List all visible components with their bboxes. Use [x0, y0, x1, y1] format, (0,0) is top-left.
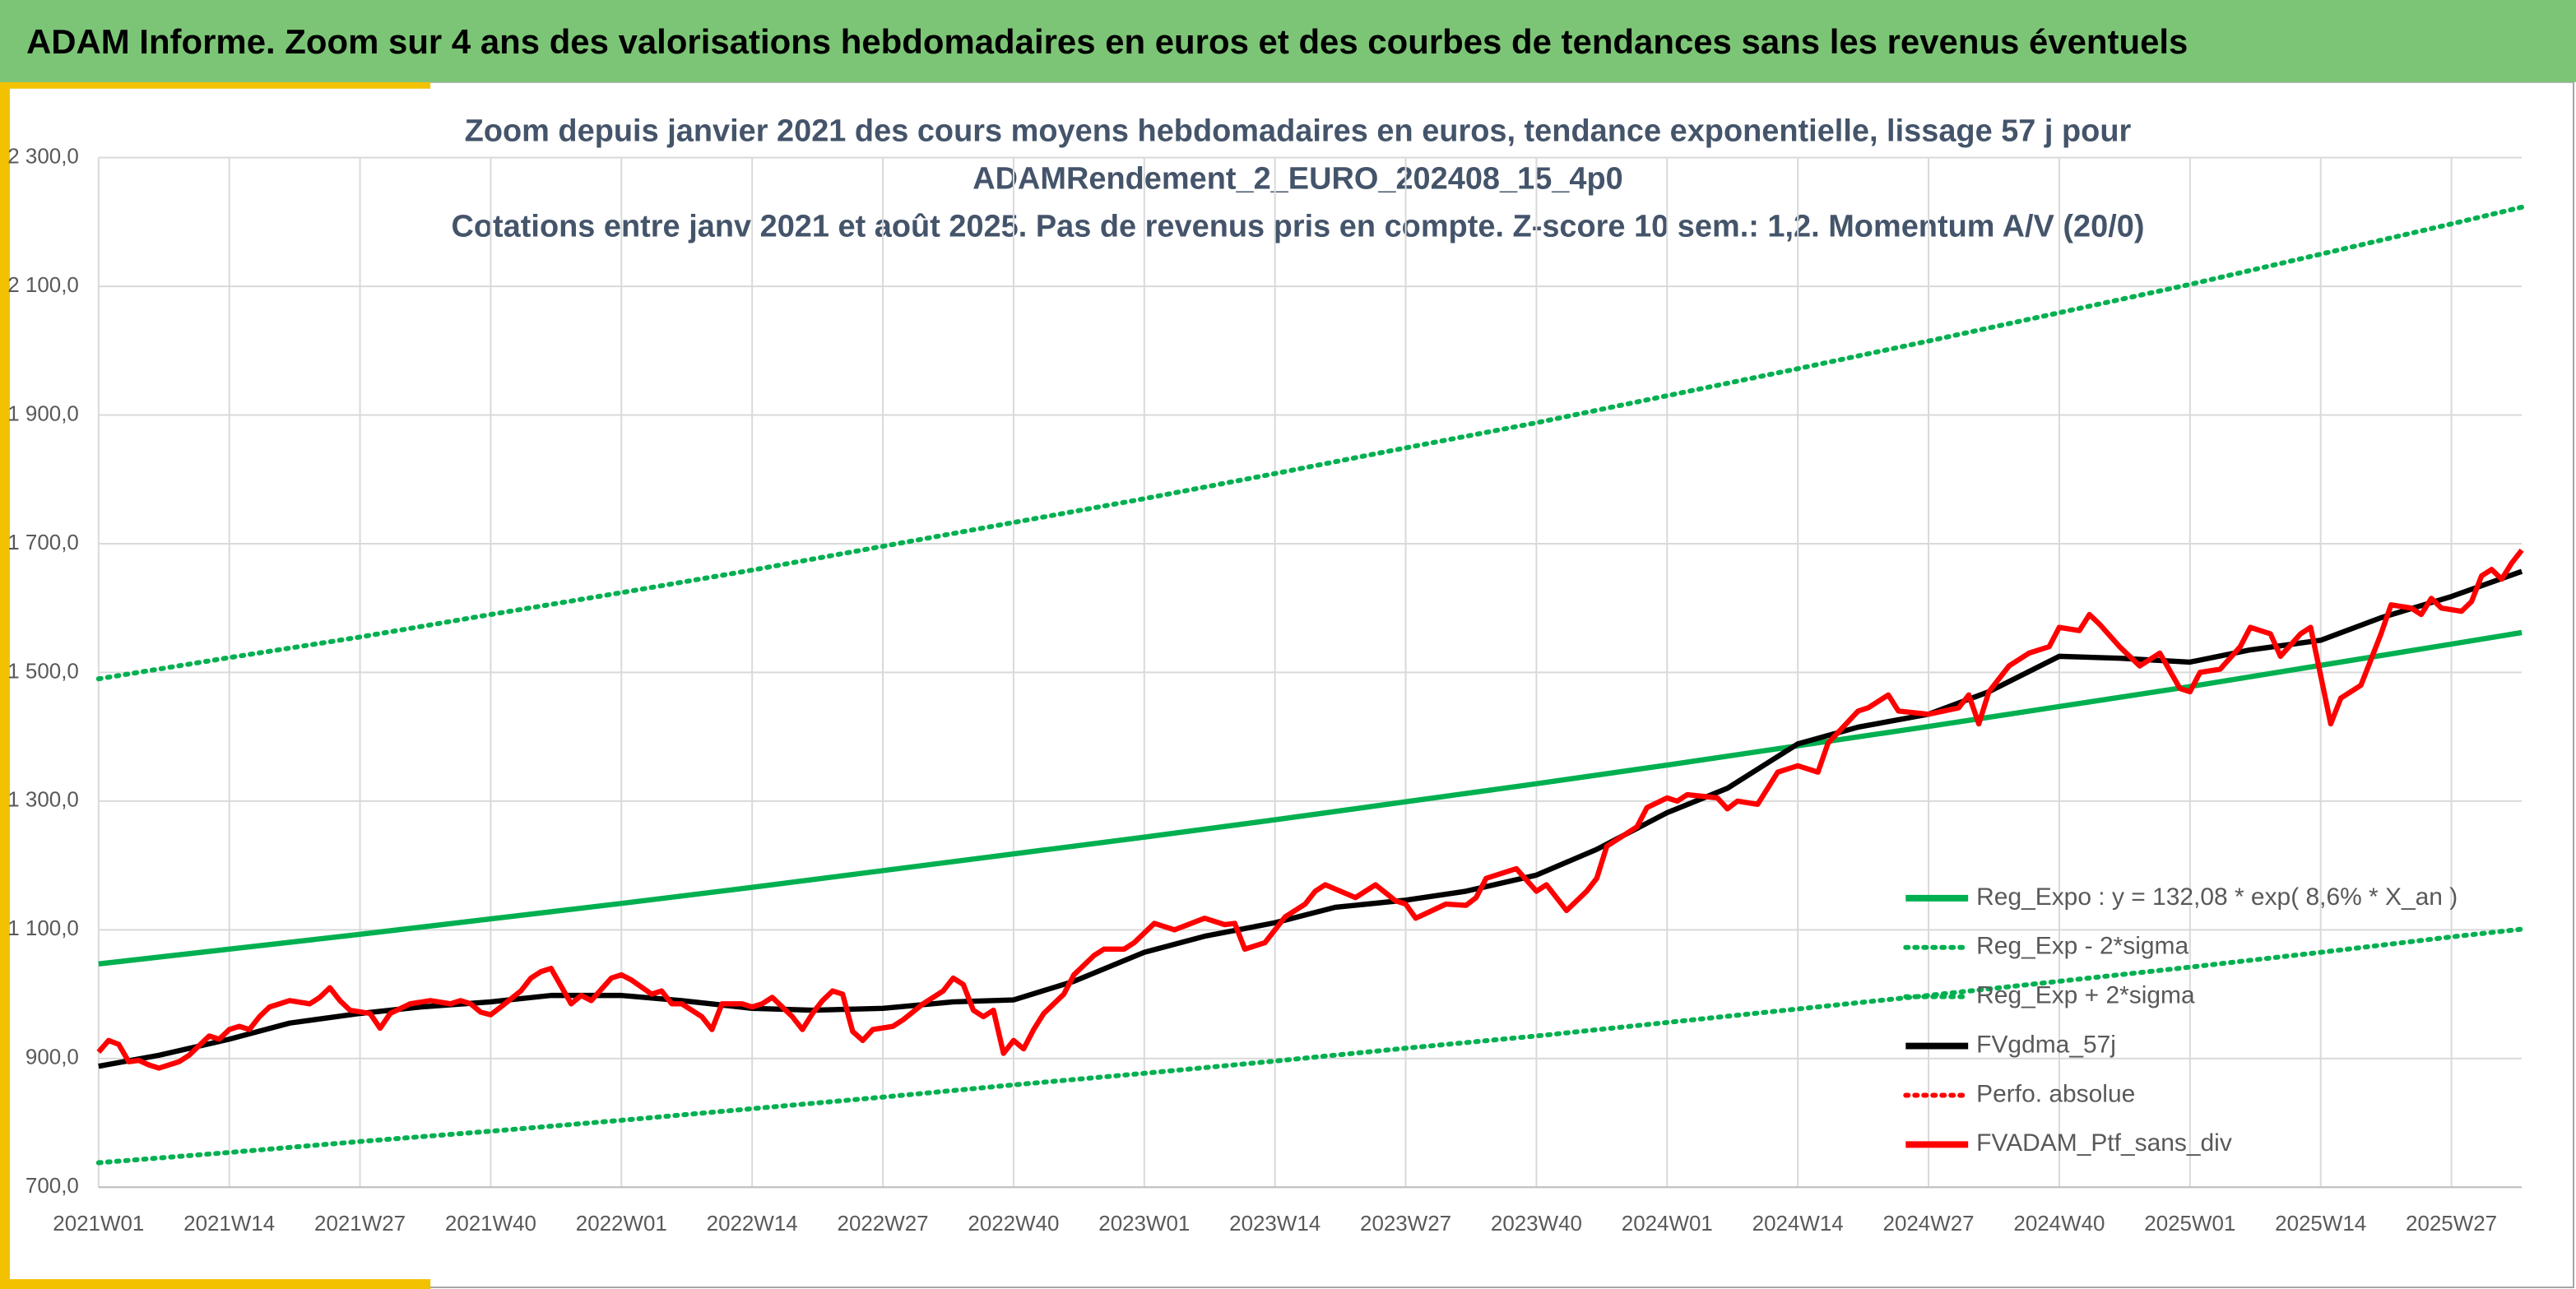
legend-label: Reg_Expo : y = 132,08 * exp( 8,6% * X_an…: [1976, 883, 2458, 911]
y-tick-label: 1 500,0: [7, 660, 79, 683]
accent-top: [0, 81, 431, 89]
banner-title: ADAM Informe. Zoom sur 4 ans des valoris…: [26, 22, 2188, 61]
x-tick-label: 2023W27: [1360, 1212, 1451, 1236]
x-tick-label: 2025W14: [2275, 1212, 2366, 1236]
x-tick-label: 2025W27: [2406, 1212, 2497, 1236]
chart-title-line: ADAMRendement_2_EURO_202408_15_4p0: [972, 162, 1623, 197]
banner: [0, 0, 2576, 82]
x-tick-label: 2023W14: [1229, 1212, 1320, 1236]
accent-left: [0, 81, 10, 1289]
plot-area: [95, 204, 2525, 1166]
x-tick-label: 2021W14: [183, 1212, 275, 1236]
x-tick-label: 2025W01: [2144, 1212, 2235, 1236]
chart-title-line: Cotations entre janv 2021 et août 2025. …: [451, 209, 2144, 243]
legend: Reg_Expo : y = 132,08 * exp( 8,6% * X_an…: [1903, 883, 2458, 1157]
x-tick-label: 2023W40: [1491, 1212, 1582, 1236]
x-tick-label: 2024W01: [1622, 1212, 1713, 1236]
x-tick-label: 2024W27: [1883, 1212, 1975, 1236]
x-tick-label: 2023W01: [1098, 1212, 1190, 1236]
legend-label: FVgdma_57j: [1976, 1031, 2116, 1058]
x-tick-label: 2022W01: [576, 1212, 667, 1236]
legend-label: Reg_Exp - 2*sigma: [1976, 933, 2188, 960]
legend-label: Reg_Exp + 2*sigma: [1976, 982, 2195, 1009]
x-tick-label: 2022W14: [707, 1212, 798, 1236]
x-tick-label: 2022W27: [838, 1212, 929, 1236]
x-tick-label: 2021W27: [314, 1212, 406, 1236]
x-tick-label: 2024W14: [1752, 1212, 1844, 1236]
y-tick-label: 2 300,0: [7, 145, 79, 168]
y-tick-label: 1 900,0: [7, 402, 79, 425]
x-tick-label: 2021W01: [53, 1212, 144, 1236]
chart-title: Zoom depuis janvier 2021 des cours moyen…: [451, 114, 2144, 244]
y-tick-label: 900,0: [26, 1046, 79, 1069]
x-tick-label: 2024W40: [2013, 1212, 2105, 1236]
series-line: [98, 568, 2523, 1069]
y-tick-label: 700,0: [26, 1175, 79, 1198]
x-tick-label: 2022W40: [968, 1212, 1059, 1236]
x-tick-label: 2021W40: [445, 1212, 536, 1236]
accent-bottom: [0, 1279, 431, 1289]
series-line: [98, 629, 2523, 967]
y-tick-label: 1 700,0: [7, 531, 79, 554]
series-line: [95, 926, 2525, 1166]
grid: 700,0 900,0 1 100,0 1 300,0 1 500,0 1 700,0 1 …: [7, 145, 2523, 1236]
y-tick-label: 1 100,0: [7, 917, 79, 940]
y-tick-label: 2 100,0: [7, 274, 79, 297]
legend-label: Perfo. absolue: [1976, 1080, 2135, 1107]
legend-label: FVADAM_Ptf_sans_div: [1976, 1129, 2232, 1157]
series-line: [96, 548, 2524, 1071]
series-line: [95, 204, 2525, 682]
chart-title-line: Zoom depuis janvier 2021 des cours moyen…: [465, 114, 2132, 149]
y-tick-label: 1 300,0: [7, 789, 79, 812]
